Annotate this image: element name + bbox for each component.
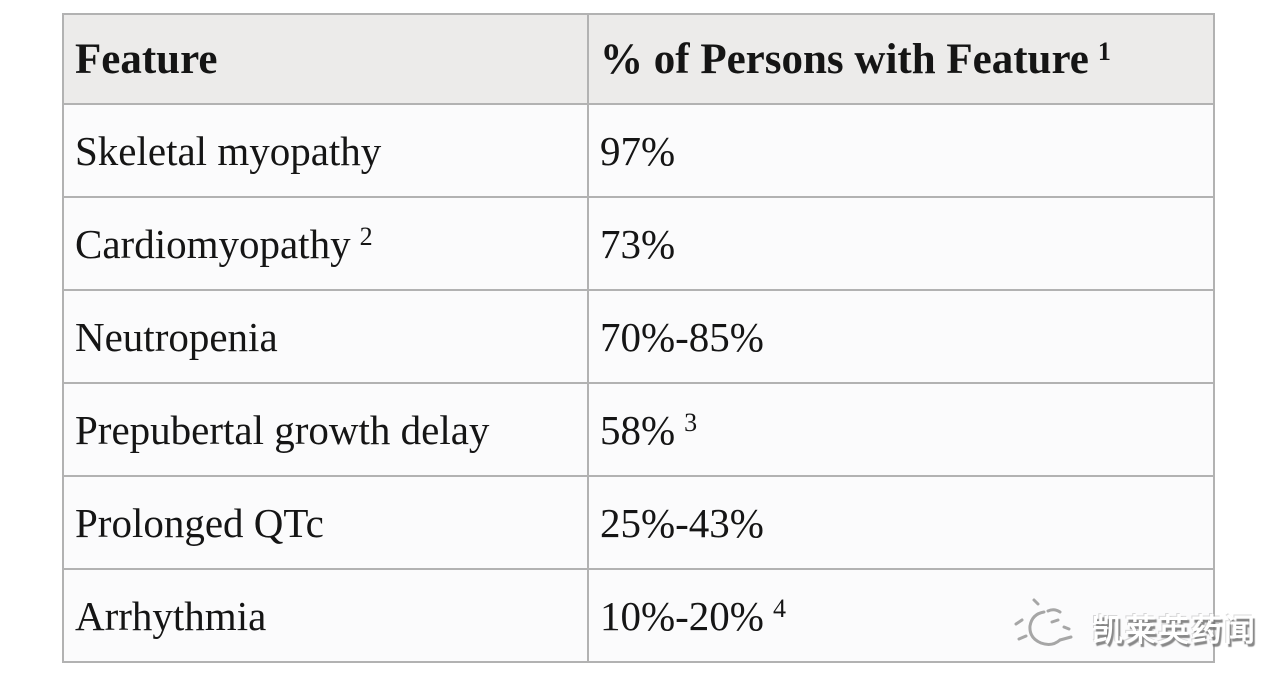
feature-cell: Skeletal myopathy bbox=[62, 103, 589, 198]
feature-cell: Cardiomyopathy 2 bbox=[62, 196, 589, 291]
column-header-feature-label: Feature bbox=[75, 35, 218, 83]
column-header-percent-label: % of Persons with Feature bbox=[600, 35, 1089, 83]
table-row: Cardiomyopathy 2 73% bbox=[62, 196, 1215, 291]
percentage-value: 10%-20% bbox=[600, 592, 764, 639]
percentage-cell: 58% 3 bbox=[587, 382, 1215, 477]
feature-cell: Neutropenia bbox=[62, 289, 589, 384]
clinical-features-table: Feature % of Persons with Feature 1 Skele… bbox=[62, 13, 1215, 663]
percentage-value: 25%-43% bbox=[600, 499, 764, 546]
percentage-value: 73% bbox=[600, 220, 676, 267]
table-row: Prolonged QTc 25%-43% bbox=[62, 475, 1215, 570]
feature-label: Skeletal myopathy bbox=[75, 127, 382, 174]
percentage-cell: 70%-85% bbox=[587, 289, 1215, 384]
table-row: Prepubertal growth delay 58% 3 bbox=[62, 382, 1215, 477]
feature-label: Cardiomyopathy bbox=[75, 220, 351, 267]
feature-label: Arrhythmia bbox=[75, 592, 267, 639]
percentage-value: 58% bbox=[600, 406, 676, 453]
table-row: Neutropenia 70%-85% bbox=[62, 289, 1215, 384]
column-header-percent: % of Persons with Feature 1 bbox=[587, 13, 1215, 105]
feature-label: Prepubertal growth delay bbox=[75, 406, 490, 453]
percentage-value: 70%-85% bbox=[600, 313, 764, 360]
column-header-feature: Feature bbox=[62, 13, 589, 105]
table-row: Arrhythmia 10%-20% 4 bbox=[62, 568, 1215, 663]
percentage-cell: 25%-43% bbox=[587, 475, 1215, 570]
percentage-cell: 73% bbox=[587, 196, 1215, 291]
percentage-cell: 10%-20% 4 bbox=[587, 568, 1215, 663]
table-header-row: Feature % of Persons with Feature 1 bbox=[62, 13, 1215, 105]
footnote-superscript: 3 bbox=[684, 407, 698, 437]
feature-cell: Prepubertal growth delay bbox=[62, 382, 589, 477]
footnote-superscript: 1 bbox=[1097, 36, 1111, 66]
clinical-features-table-wrap: Feature % of Persons with Feature 1 Skele… bbox=[62, 13, 1215, 663]
footnote-superscript: 2 bbox=[359, 221, 373, 251]
footnote-superscript: 4 bbox=[772, 593, 786, 623]
feature-label: Neutropenia bbox=[75, 313, 278, 360]
feature-cell: Prolonged QTc bbox=[62, 475, 589, 570]
feature-cell: Arrhythmia bbox=[62, 568, 589, 663]
percentage-cell: 97% bbox=[587, 103, 1215, 198]
feature-label: Prolonged QTc bbox=[75, 499, 324, 546]
table-row: Skeletal myopathy 97% bbox=[62, 103, 1215, 198]
percentage-value: 97% bbox=[600, 127, 676, 174]
